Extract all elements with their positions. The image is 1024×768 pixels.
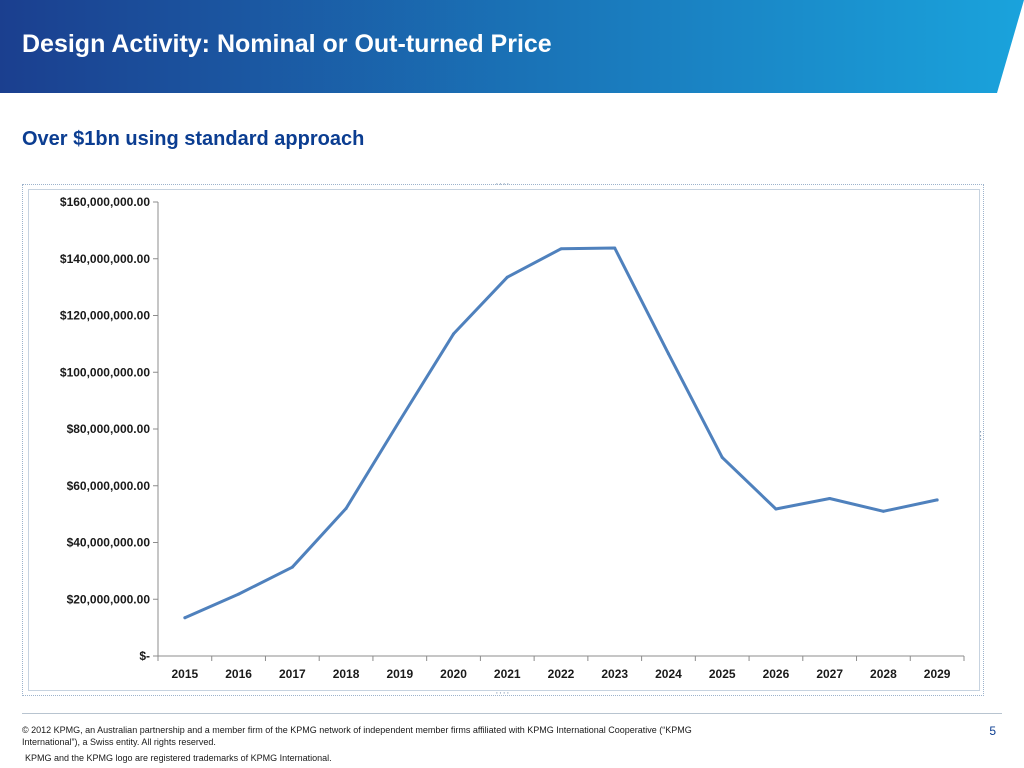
chart-area: $- $20,000,000.00 $40,000,000.00 $60,000,00…	[28, 189, 980, 691]
y-tick-label: $100,000,000.00	[60, 365, 150, 379]
x-tick-label: 2018	[333, 667, 360, 681]
data-point	[935, 498, 939, 502]
data-point	[559, 247, 563, 251]
page-subtitle: Over $1bn using standard approach	[22, 128, 365, 150]
data-point	[505, 275, 509, 279]
y-tick-label: $80,000,000.00	[67, 422, 151, 436]
footer-divider	[22, 713, 1002, 714]
x-tick-label: 2016	[225, 667, 252, 681]
footer-copyright: © 2012 KPMG, an Australian partnership a…	[22, 725, 692, 747]
data-point	[452, 332, 456, 336]
x-tick-label: 2015	[172, 667, 199, 681]
y-tick-label: $-	[139, 649, 150, 663]
data-point	[720, 455, 724, 459]
y-tick-label: $120,000,000.00	[60, 309, 150, 323]
data-point	[237, 592, 241, 596]
page-number: 5	[989, 724, 996, 738]
resize-handle-right[interactable]: ⋮	[975, 430, 986, 442]
x-tick-label: 2020	[440, 667, 467, 681]
data-point	[344, 506, 348, 510]
x-tick-label: 2023	[601, 667, 628, 681]
y-tick-label: $40,000,000.00	[67, 536, 151, 550]
x-tick-label: 2025	[709, 667, 736, 681]
x-tick-label: 2021	[494, 667, 521, 681]
y-tick-label: $140,000,000.00	[60, 252, 150, 266]
page-title: Design Activity: Nominal or Out-turned P…	[22, 30, 552, 58]
header-background	[0, 0, 1024, 93]
x-tick-label: 2028	[870, 667, 897, 681]
data-point	[774, 507, 778, 511]
data-point	[666, 352, 670, 356]
x-tick-label: 2029	[924, 667, 951, 681]
x-tick-label: 2019	[386, 667, 413, 681]
header-banner: Design Activity: Nominal or Out-turned P…	[0, 0, 1024, 93]
x-tick-label: 2027	[816, 667, 843, 681]
data-point	[398, 418, 402, 422]
y-tick-label: $20,000,000.00	[67, 592, 151, 606]
x-tick-label: 2026	[763, 667, 790, 681]
x-tick-label: 2022	[548, 667, 575, 681]
x-tick-label: 2024	[655, 667, 682, 681]
y-tick-label: $60,000,000.00	[67, 479, 151, 493]
data-point	[290, 565, 294, 569]
data-point	[828, 497, 832, 501]
resize-handle-bottom[interactable]: ····	[495, 687, 510, 699]
line-chart: $- $20,000,000.00 $40,000,000.00 $60,000,00…	[60, 195, 965, 681]
resize-handle-top[interactable]: ····	[495, 178, 510, 190]
data-point	[183, 616, 187, 620]
data-point	[613, 246, 617, 250]
y-tick-label: $160,000,000.00	[60, 195, 150, 209]
footer-trademark: KPMG and the KPMG logo are registered tr…	[25, 753, 332, 763]
data-point	[881, 509, 885, 513]
series-line	[183, 246, 939, 620]
chart-frame[interactable]: ···· ···· ⋮ $- $20,000,000.00 $40,000,000.…	[22, 179, 986, 699]
x-tick-label: 2017	[279, 667, 306, 681]
